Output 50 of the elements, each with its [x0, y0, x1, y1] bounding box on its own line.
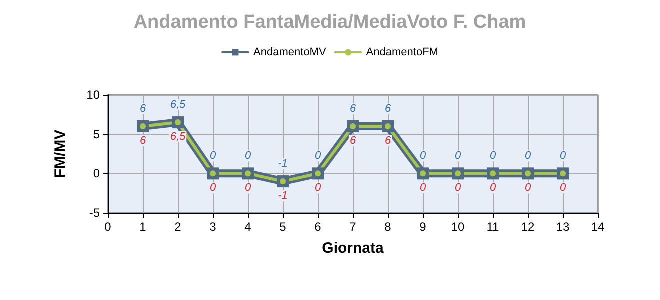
data-label: 0	[560, 182, 567, 194]
data-label: -1	[278, 158, 288, 170]
data-label: 0	[524, 150, 532, 162]
x-tick-label: 9	[420, 220, 427, 234]
x-tick-label: 3	[210, 220, 217, 234]
legend-label: AndamentoMV	[254, 46, 327, 58]
data-label: 6	[384, 102, 392, 115]
data-label: 0	[454, 182, 462, 194]
x-tick-label: 2	[174, 220, 182, 234]
data-label: 0	[490, 150, 497, 162]
chart-title: Andamento FantaMedia/MediaVoto F. Cham	[134, 12, 526, 33]
data-label: 0	[454, 150, 462, 162]
y-tick-label: 0	[93, 166, 100, 181]
y-tick-label: 10	[86, 88, 100, 102]
data-label: 6	[350, 134, 357, 147]
data-label: -1	[278, 190, 288, 202]
x-tick-label: 11	[486, 220, 500, 234]
data-label: 6	[140, 134, 147, 147]
data-label: 6	[140, 102, 147, 115]
data-label: 0	[420, 182, 427, 194]
data-label: 0	[244, 182, 252, 194]
data-label: 0	[314, 182, 322, 194]
data-label: 0	[524, 182, 532, 194]
x-tick-label: 8	[384, 220, 392, 234]
data-label: 6	[384, 134, 392, 147]
data-label: 0	[490, 182, 497, 194]
x-tick-label: 0	[104, 220, 112, 234]
data-label: 0	[420, 150, 427, 162]
x-tick-label: 1	[140, 220, 147, 234]
data-label: 6,5	[170, 131, 187, 144]
x-tick-label: 5	[280, 220, 287, 234]
x-tick-label: 12	[521, 220, 535, 234]
x-tick-label: 14	[591, 220, 605, 234]
x-axis-title: Giornata	[322, 240, 384, 257]
y-tick-label: -5	[89, 206, 100, 220]
y-axis-title: FM/MV	[52, 130, 69, 178]
data-label: 6,5	[170, 99, 187, 112]
data-label: 0	[210, 182, 217, 194]
legend-label: AndamentoFM	[366, 46, 438, 58]
data-label: 6	[350, 102, 357, 115]
x-tick-label: 10	[451, 220, 465, 234]
y-tick-label: 5	[93, 127, 100, 142]
x-tick-label: 4	[244, 220, 252, 234]
x-tick-label: 6	[314, 220, 322, 234]
data-label: 0	[314, 150, 322, 162]
data-label: 0	[244, 150, 252, 162]
x-tick-label: 13	[556, 220, 570, 234]
data-label: 0	[560, 150, 567, 162]
x-tick-label: 7	[350, 220, 357, 234]
data-label: 0	[210, 150, 217, 162]
